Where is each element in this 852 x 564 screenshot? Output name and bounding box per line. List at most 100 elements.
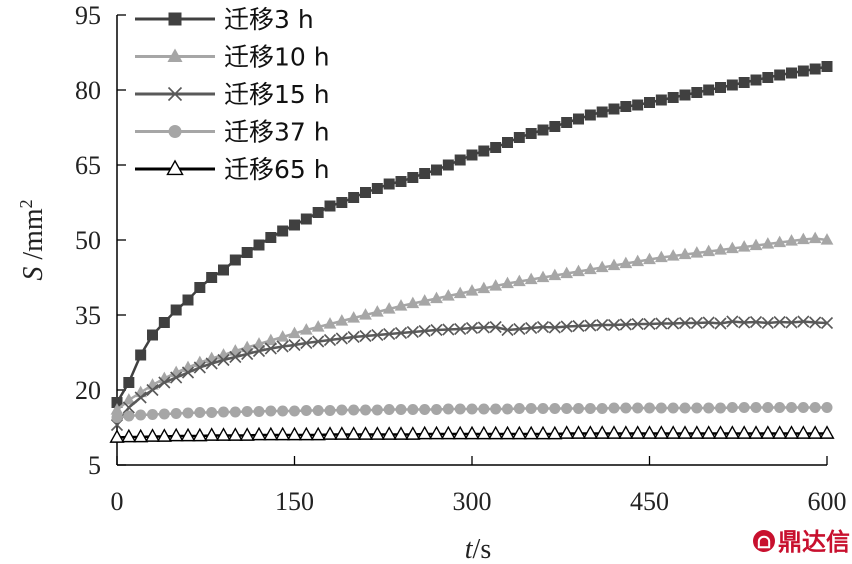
data-point	[407, 404, 419, 415]
data-point	[298, 426, 314, 441]
data-point	[253, 406, 265, 417]
data-point	[239, 427, 255, 441]
data-point	[370, 305, 384, 317]
data-point	[253, 239, 265, 251]
data-point	[797, 315, 810, 328]
data-point	[323, 333, 337, 347]
data-point	[452, 425, 468, 440]
data-point	[300, 213, 312, 225]
data-point	[796, 232, 810, 245]
data-point	[641, 425, 658, 439]
data-point	[536, 320, 550, 334]
data-point	[570, 425, 587, 439]
data-point	[206, 272, 218, 283]
data-point	[691, 87, 703, 98]
data-point	[288, 326, 301, 339]
data-point	[691, 402, 703, 414]
data-point	[383, 178, 395, 190]
data-point	[573, 403, 584, 414]
legend-entry: 迁移37 h	[135, 118, 330, 147]
series-5	[109, 425, 835, 443]
data-point	[702, 316, 715, 329]
data-point	[820, 233, 834, 245]
data-point	[335, 314, 349, 326]
data-point	[573, 113, 584, 125]
data-point	[147, 409, 158, 420]
data-point	[632, 99, 644, 111]
data-point	[241, 347, 254, 361]
data-point	[310, 426, 326, 441]
data-point	[502, 403, 513, 415]
y-tick-label: 80	[75, 76, 101, 105]
data-point	[643, 317, 656, 331]
y-tick-label: 65	[75, 151, 101, 180]
data-point	[252, 344, 266, 358]
data-point	[289, 405, 300, 417]
data-point	[820, 316, 834, 330]
data-point	[407, 172, 419, 183]
data-point	[453, 286, 467, 299]
data-point	[156, 428, 172, 442]
data-point	[395, 176, 407, 187]
data-point	[322, 426, 338, 440]
data-point	[513, 403, 525, 414]
data-point	[299, 323, 313, 335]
data-point	[738, 316, 751, 329]
data-point	[631, 317, 644, 331]
x-axis-var: t	[465, 534, 474, 564]
data-point	[596, 318, 609, 332]
data-point	[431, 164, 442, 176]
data-point	[584, 403, 596, 414]
data-point	[596, 106, 608, 118]
data-point	[241, 247, 253, 258]
data-point	[785, 234, 798, 246]
data-point	[360, 404, 371, 416]
data-point	[217, 353, 230, 367]
data-point	[677, 425, 693, 439]
x-tick-label: 300	[453, 487, 492, 516]
legend-label: 迁移3 h	[224, 5, 314, 34]
data-point	[336, 197, 348, 208]
data-point	[335, 332, 348, 345]
data-point	[312, 335, 325, 348]
data-point	[536, 270, 550, 283]
data-point	[405, 426, 421, 440]
data-point	[653, 425, 669, 439]
data-point	[229, 254, 241, 266]
legend-entry: 迁移15 h	[135, 80, 330, 109]
data-point	[382, 302, 396, 314]
data-point	[194, 282, 206, 293]
data-point	[477, 321, 490, 334]
data-point	[263, 426, 279, 441]
legend: 迁移3 h 迁移10 h 迁移15 h 迁移37 h 迁移65 h	[135, 5, 330, 184]
data-point	[773, 235, 787, 248]
data-point	[277, 225, 289, 237]
data-point	[561, 403, 573, 414]
data-point	[240, 340, 254, 353]
data-point	[241, 406, 253, 417]
data-point	[808, 231, 822, 244]
watermark: ᗝ 鼎达信	[753, 528, 850, 556]
data-point	[690, 246, 704, 258]
data-point	[264, 333, 278, 346]
data-point	[665, 425, 681, 439]
y-axis-unit: /mm	[18, 208, 49, 267]
watermark-text: 鼎达信	[778, 528, 850, 556]
y-axis-sup: 2	[16, 199, 36, 208]
data-point	[324, 405, 336, 416]
data-point	[786, 402, 797, 413]
data-point	[762, 72, 774, 83]
x-tick-label: 600	[808, 487, 847, 516]
data-point	[738, 402, 750, 413]
data-point	[393, 426, 409, 440]
data-point	[167, 86, 183, 102]
data-point	[168, 427, 184, 442]
data-point	[774, 69, 786, 81]
data-point	[738, 77, 750, 88]
data-point	[655, 402, 667, 414]
data-point	[594, 425, 610, 439]
data-point	[360, 187, 371, 198]
data-point	[488, 425, 504, 440]
y-axis-var: S	[18, 267, 49, 281]
legend-entry: 迁移65 h	[135, 155, 330, 184]
